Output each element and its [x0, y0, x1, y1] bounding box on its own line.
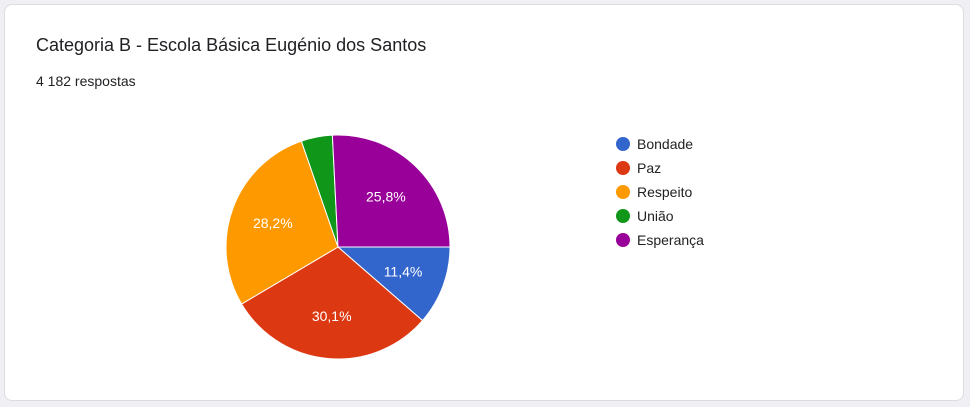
legend-label: União	[637, 208, 674, 224]
slice-label-paz: 30,1%	[312, 308, 352, 324]
response-count: 4 182 respostas	[36, 73, 136, 89]
legend-label: Paz	[637, 160, 662, 176]
slice-label-esperança: 25,8%	[366, 189, 406, 205]
legend-swatch	[616, 185, 630, 199]
slice-label-bondade: 11,4%	[384, 263, 423, 279]
chart-title: Categoria B - Escola Básica Eugénio dos …	[36, 35, 427, 55]
legend-item-esperança: Esperança	[616, 228, 704, 252]
legend-item-paz: Paz	[616, 156, 704, 180]
slice-label-respeito: 28,2%	[253, 215, 293, 231]
legend-label: Bondade	[637, 136, 694, 152]
pie-slice-respeito	[225, 140, 339, 305]
chart-legend: Bondade Paz Respeito União Esperança	[616, 132, 704, 252]
legend-item-união: União	[616, 204, 704, 228]
legend-item-respeito: Respeito	[616, 180, 704, 204]
pie-slice-bondade	[336, 246, 451, 322]
chart-card: Categoria B - Escola Básica Eugénio dos …	[4, 4, 964, 401]
pie-chart: 11,4% 30,1% 28,2% 25,8%	[225, 134, 451, 360]
legend-label: Respeito	[637, 184, 693, 200]
legend-swatch	[616, 233, 630, 247]
legend-swatch	[616, 209, 630, 223]
legend-swatch	[616, 161, 630, 175]
pie-slice-esperança	[331, 134, 451, 248]
legend-item-bondade: Bondade	[616, 132, 704, 156]
legend-label: Esperança	[637, 232, 704, 248]
pie-slice-paz	[240, 246, 424, 360]
legend-swatch	[616, 137, 630, 151]
